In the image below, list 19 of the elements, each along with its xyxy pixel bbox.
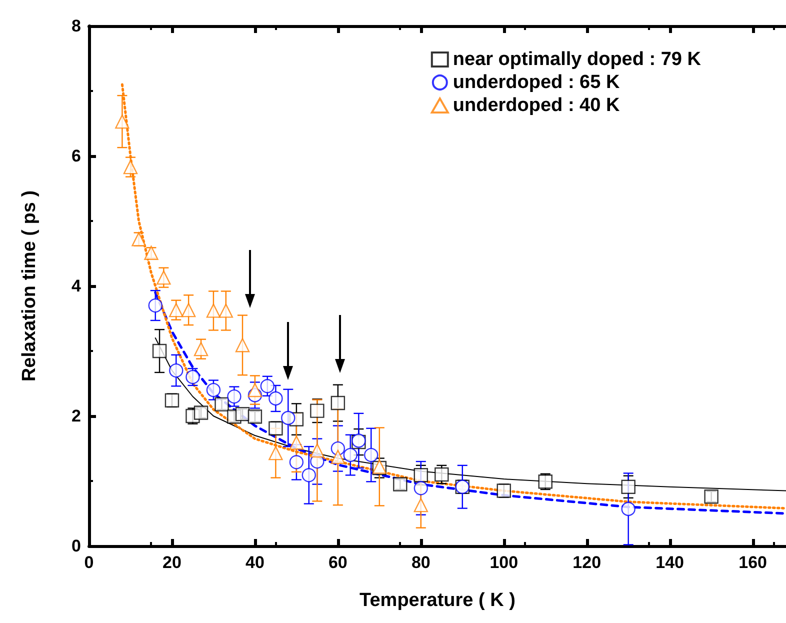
x-tick-label: 20 <box>162 553 182 572</box>
x-axis-title: Temperature ( K ) <box>360 590 516 611</box>
y-tick-label: 2 <box>72 406 81 426</box>
y-tick-label: 6 <box>72 146 81 166</box>
y-tick-label: 0 <box>72 536 81 556</box>
legend-label: underdoped : 40 K <box>452 95 620 116</box>
legend-label: underdoped : 65 K <box>452 72 620 93</box>
x-tick-label: 40 <box>245 553 264 572</box>
x-tick-label: 140 <box>656 553 684 572</box>
x-tick-label: 120 <box>572 553 602 572</box>
x-tick-label: 160 <box>738 553 767 572</box>
y-tick-label: 8 <box>72 16 81 36</box>
x-tick-label: 80 <box>411 553 430 572</box>
legend-label: near optimally doped : 79 K <box>452 49 702 70</box>
x-tick-label: 100 <box>490 553 518 572</box>
y-tick-label: 4 <box>72 276 82 296</box>
y-axis-title: Relaxation time ( ps ) <box>19 190 40 382</box>
x-tick-label: 60 <box>328 553 348 572</box>
x-tick-label: 0 <box>84 553 94 572</box>
